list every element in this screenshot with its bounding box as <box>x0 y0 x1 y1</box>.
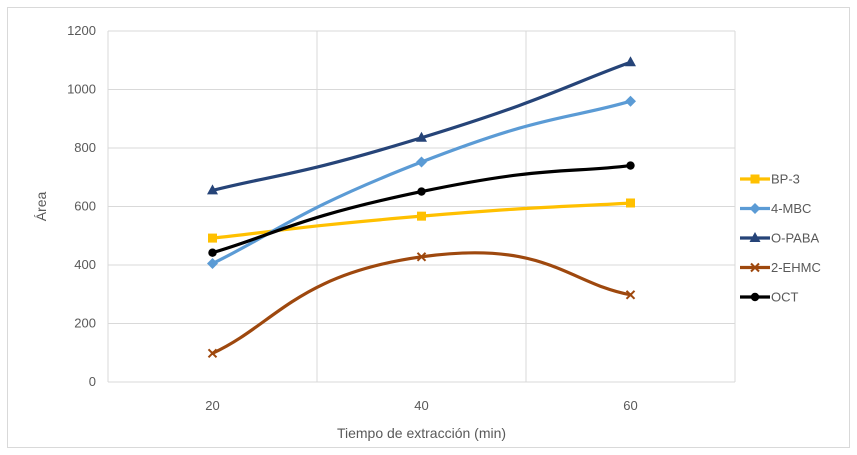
series-group <box>207 56 636 359</box>
line-chart: 0 200 400 600 800 1000 1200 20 40 60 Área Tiempo… <box>33 23 821 441</box>
x-axis-ticks: 20 40 60 <box>205 398 637 413</box>
legend-marker <box>749 232 761 242</box>
data-point-bp-3 <box>208 233 217 243</box>
series-line-2-ehmc <box>210 251 633 355</box>
data-point-2-ehmc <box>625 290 636 300</box>
grid-lines <box>107 30 736 383</box>
data-point-oct <box>208 248 217 257</box>
y-tick-label: 0 <box>89 374 96 389</box>
data-point-o-paba <box>416 131 427 142</box>
data-point-oct <box>626 161 635 170</box>
y-tick-label: 1000 <box>67 82 96 97</box>
x-marker-stroke <box>750 262 760 273</box>
series-line-4-mbc <box>210 99 633 266</box>
data-point-bp-3 <box>417 211 426 221</box>
data-point-oct <box>417 187 426 196</box>
series-line-oct <box>210 163 633 255</box>
x-axis-title: Tiempo de extracción (min) <box>337 425 506 441</box>
legend-marker <box>749 203 761 214</box>
series-bp-3 <box>208 198 635 243</box>
legend-item-bp-3: BP-3 <box>740 172 800 187</box>
x-marker-stroke <box>416 252 427 262</box>
series-oct <box>208 161 635 257</box>
legend-label: O-PABA <box>771 231 819 246</box>
legend-item-oct: OCT <box>740 290 799 305</box>
chart-frame: 0 200 400 600 800 1000 1200 20 40 60 Área Tiempo… <box>7 7 850 448</box>
y-tick-label: 400 <box>74 257 96 272</box>
y-tick-label: 600 <box>74 199 96 214</box>
y-tick-label: 800 <box>74 140 96 155</box>
y-axis-ticks: 0 200 400 600 800 1000 1200 <box>67 23 96 389</box>
legend-item-4-mbc: 4-MBC <box>740 201 811 216</box>
x-tick-label: 60 <box>623 398 637 413</box>
data-point-o-paba <box>207 184 218 195</box>
data-point-4-mbc <box>625 95 636 107</box>
series-2-ehmc <box>207 251 636 359</box>
x-tick-label: 40 <box>414 398 428 413</box>
legend-item-o-paba: O-PABA <box>740 231 819 246</box>
data-point-bp-3 <box>626 198 635 208</box>
x-tick-label: 20 <box>205 398 219 413</box>
legend: BP-3 4-MBC O-PABA 2-EHMC OCT <box>740 172 821 305</box>
legend-label: OCT <box>771 290 799 305</box>
x-marker-stroke <box>625 290 636 300</box>
data-point-2-ehmc <box>416 252 427 262</box>
y-axis-title: Área <box>33 192 49 222</box>
data-point-4-mbc <box>207 258 218 270</box>
series-o-paba <box>207 56 636 195</box>
data-point-4-mbc <box>416 156 427 168</box>
legend-label: 2-EHMC <box>771 260 821 275</box>
legend-marker <box>750 292 760 302</box>
y-tick-label: 200 <box>74 316 96 331</box>
legend-marker <box>750 262 760 273</box>
legend-label: 4-MBC <box>771 201 811 216</box>
data-point-2-ehmc <box>207 348 218 359</box>
legend-marker <box>750 174 760 184</box>
series-4-mbc <box>207 95 636 270</box>
y-tick-label: 1200 <box>67 23 96 38</box>
legend-item-2-ehmc: 2-EHMC <box>740 260 821 275</box>
data-point-o-paba <box>625 56 636 67</box>
legend-label: BP-3 <box>771 172 800 187</box>
x-marker-stroke <box>207 348 218 359</box>
